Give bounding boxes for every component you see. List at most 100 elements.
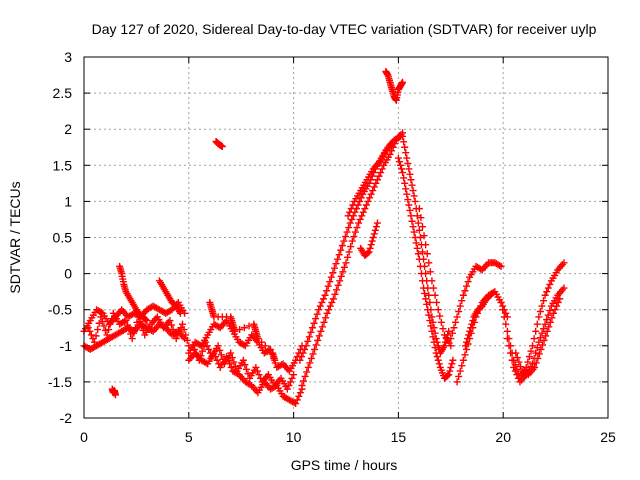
data-point [535, 338, 543, 346]
data-point [375, 172, 383, 180]
data-point [100, 322, 108, 330]
data-point [419, 277, 427, 285]
data-point [453, 378, 461, 386]
data-point [543, 288, 551, 296]
y-tick-label: -0.5 [48, 302, 72, 318]
data-point [353, 224, 361, 232]
data-point [331, 290, 339, 298]
data-point [349, 201, 357, 209]
series-storm-decay-c [415, 205, 455, 350]
data-point [410, 192, 418, 200]
data-point [536, 308, 544, 316]
data-point [307, 354, 315, 362]
data-point [195, 356, 203, 364]
data-point [369, 234, 377, 241]
data-point [398, 165, 406, 173]
data-point [333, 286, 341, 294]
data-point [546, 307, 554, 315]
data-point [408, 181, 416, 189]
axis-ticks: 0 5 10 15 20 25 -2 -1.5 -1 -0.5 0 0.5 1 1.5 2 2.5 3 [48, 49, 616, 445]
data-point [447, 363, 455, 371]
data-point [171, 330, 179, 338]
data-point [458, 362, 466, 370]
data-point [459, 356, 467, 364]
series-late-dip-a [497, 259, 568, 382]
y-tick-label: 0 [64, 266, 72, 282]
data-point [372, 223, 380, 231]
data-point [378, 165, 386, 173]
data-point [394, 154, 402, 162]
data-point [405, 201, 413, 209]
data-point [202, 338, 210, 346]
data-point [435, 360, 443, 368]
data-point [458, 297, 466, 305]
y-tick-label: 2 [64, 121, 72, 137]
data-point [203, 342, 211, 350]
data-point [401, 143, 409, 151]
data-point [292, 400, 300, 408]
data-point [365, 179, 373, 187]
data-point [544, 311, 552, 319]
data-point [328, 298, 336, 306]
data-point [230, 358, 238, 366]
data-point [502, 309, 510, 317]
data-point [358, 212, 366, 220]
series-mid-spikes [206, 298, 279, 364]
data-point [295, 392, 303, 400]
data-point [414, 219, 422, 227]
data-point [543, 327, 551, 335]
data-point [322, 314, 330, 322]
data-point [401, 179, 409, 187]
data-point [169, 326, 177, 334]
data-point [531, 363, 539, 371]
data-point [241, 361, 249, 369]
series-storm-rise-a [298, 129, 407, 390]
data-point [403, 190, 411, 198]
data-point [302, 342, 310, 350]
data-point [511, 367, 519, 375]
data-point [461, 342, 469, 350]
data-point [414, 250, 422, 258]
data-point [166, 317, 174, 325]
data-point [312, 315, 320, 323]
data-point [172, 335, 180, 343]
data-point [87, 331, 95, 339]
data-point [323, 309, 331, 317]
data-point [406, 170, 414, 178]
data-point [422, 241, 430, 249]
data-point [189, 342, 197, 350]
data-point [364, 197, 372, 205]
data-point [286, 378, 294, 386]
data-point [463, 282, 471, 290]
data-point [304, 337, 312, 345]
data-point [106, 320, 114, 328]
data-point [218, 143, 226, 151]
data-point [364, 249, 372, 257]
data-point [355, 219, 363, 227]
data-point [300, 377, 308, 385]
data-point [345, 248, 353, 256]
data-point [420, 284, 428, 292]
data-point [429, 333, 437, 341]
data-point [538, 302, 546, 310]
data-point [415, 205, 423, 213]
data-point [316, 302, 324, 310]
data-point [86, 327, 94, 335]
series-recovery-c [461, 291, 495, 350]
data-point [301, 345, 309, 353]
data-point [536, 334, 544, 342]
series-track-mid-lower [185, 349, 306, 408]
data-point [236, 326, 244, 334]
data-point [503, 335, 511, 343]
data-point [370, 230, 378, 238]
data-point [411, 234, 419, 241]
data-point [426, 317, 434, 325]
data-point [297, 353, 305, 361]
data-point [445, 327, 453, 335]
data-point [133, 318, 141, 326]
data-point [406, 206, 414, 214]
data-point [512, 349, 520, 357]
data-point [540, 297, 548, 305]
data-point [431, 344, 439, 352]
data-point [425, 259, 433, 267]
